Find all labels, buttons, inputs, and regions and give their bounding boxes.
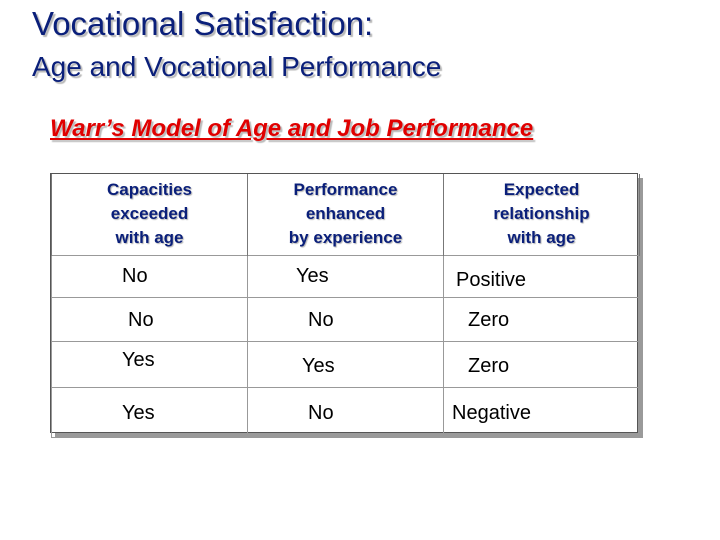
table-cell: Yes [51, 387, 248, 438]
header-line: Expected [503, 180, 580, 199]
cell-text: Zero [468, 355, 510, 377]
header-performance: Performance enhanced by experience [247, 174, 444, 256]
header-line: with age [507, 227, 576, 247]
cell-text: Yes [302, 355, 335, 377]
model-title: Warr’s Model of Age and Job Performance [50, 115, 534, 142]
header-expected: Expected relationship with age [443, 174, 640, 256]
table-cell: No [51, 297, 248, 342]
table-cell: No [247, 387, 444, 438]
table-cell: No [51, 255, 248, 298]
cell-text: No [308, 309, 334, 331]
cell-text: No [308, 402, 334, 424]
header-line: Performance [293, 180, 398, 199]
table-row: Yes No Negative [51, 387, 640, 438]
cell-text: Positive [456, 269, 527, 291]
header-line: Capacities [106, 180, 193, 199]
slide-subtitle: Age and Vocational Performance [32, 51, 442, 82]
cell-text: Yes [122, 349, 155, 371]
header-line: exceeded [110, 203, 189, 223]
table-cell: Negative [443, 387, 640, 438]
table-header-row: Capacities exceeded with age Performance… [51, 174, 640, 256]
cell-text: Zero [468, 309, 510, 331]
cell-text: Yes [122, 402, 155, 424]
table-cell: No [247, 297, 444, 342]
table-cell: Yes [247, 255, 444, 298]
warr-model-table: Capacities exceeded with age Performance… [50, 173, 640, 438]
header-line: by experience [288, 227, 403, 247]
table-cell: Yes [51, 341, 248, 388]
slide-title: Vocational Satisfaction: [32, 5, 374, 42]
cell-text: No [128, 309, 154, 331]
table-row: Yes Yes Zero [51, 341, 640, 388]
header-line: enhanced [305, 203, 386, 223]
table-cell: Positive [443, 255, 640, 298]
table-cell: Yes [247, 341, 444, 388]
header-capacities: Capacities exceeded with age [51, 174, 248, 256]
table-cell: Zero [443, 297, 640, 342]
table-cell: Zero [443, 341, 640, 388]
data-table: Capacities exceeded with age Performance… [51, 174, 640, 438]
header-line: relationship [493, 203, 590, 223]
table-row: No Yes Positive [51, 255, 640, 298]
header-line: with age [115, 227, 184, 247]
cell-text: Yes [296, 265, 329, 287]
cell-text: No [122, 265, 148, 287]
table-row: No No Zero [51, 297, 640, 342]
cell-text: Negative [452, 402, 531, 424]
